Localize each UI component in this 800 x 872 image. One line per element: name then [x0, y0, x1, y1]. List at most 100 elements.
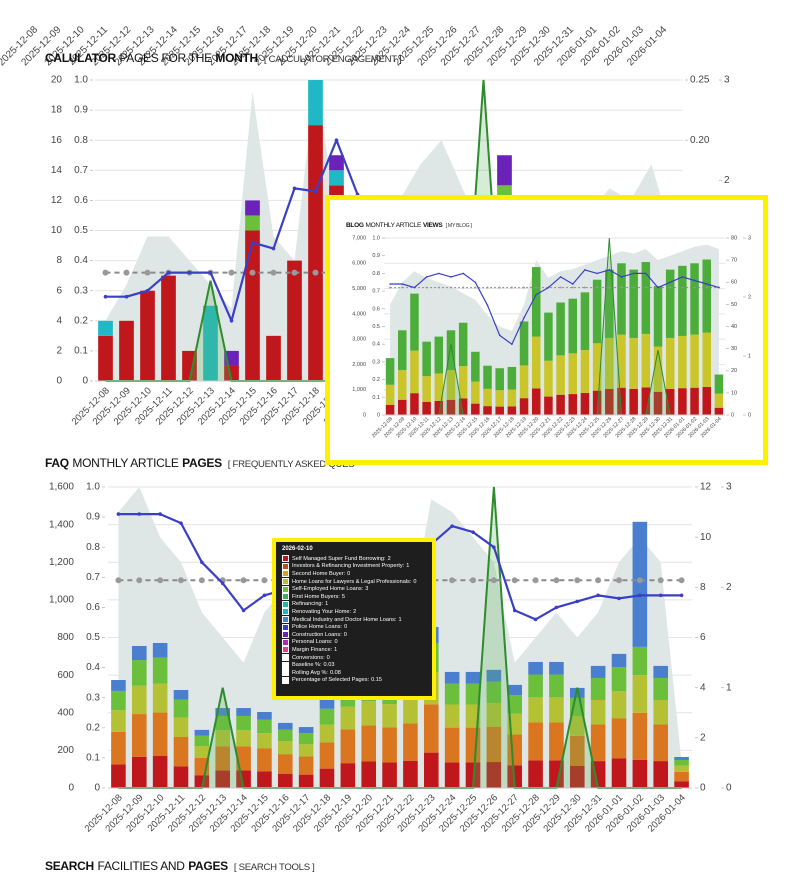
y2-tick-label: 0.9	[74, 105, 88, 116]
y3-tick-label: 10	[700, 532, 712, 543]
bar-segment	[446, 399, 456, 415]
section-title: BLOG MONTHLY ARTICLE VIEWS[ MY BLOG ]	[346, 222, 473, 229]
bar-segment	[298, 756, 314, 775]
bar-segment	[277, 741, 293, 755]
y-tick-label: 0	[68, 783, 74, 794]
bar-segment	[98, 335, 113, 381]
bar-segment	[152, 712, 168, 757]
tooltip-row: Renovating Your Home: 2	[282, 608, 429, 616]
y2-tick-label: 0.4	[372, 342, 380, 348]
tooltip-row: Self Managed Super Fund Borrowing: 2	[282, 555, 429, 563]
bar-segment	[277, 773, 293, 788]
bar-segment	[277, 729, 293, 742]
bar-segment	[702, 259, 711, 333]
bar-segment	[173, 689, 189, 700]
y2-tick-label: 0.3	[86, 692, 100, 703]
y4-tick-label: 1	[748, 353, 751, 359]
bar-segment	[131, 714, 147, 757]
title-part: MONTHLY ARTICLE	[72, 456, 178, 470]
baseline-dot	[510, 286, 513, 289]
bar-segment	[422, 401, 431, 415]
tooltip-value: 0	[347, 570, 351, 577]
bar-segment	[611, 667, 627, 692]
rolling-dot	[103, 294, 108, 299]
rolling-dot	[658, 593, 663, 598]
y3-tick-label: 10	[731, 390, 737, 396]
bar-segment	[690, 263, 699, 335]
y2-tick-label: 0.2	[74, 315, 88, 326]
baseline-dot	[401, 286, 404, 289]
baseline-dot	[669, 286, 672, 289]
y-tick-label: 18	[51, 105, 63, 116]
bar-segment	[580, 349, 590, 393]
baseline-dot	[523, 286, 526, 289]
tooltip-value: 0	[413, 578, 417, 585]
bar-segment	[471, 381, 480, 404]
bar-segment	[131, 645, 147, 661]
tooltip-label: Margin Finance:	[292, 646, 333, 653]
bar-segment	[590, 665, 606, 678]
baseline-dot	[620, 286, 623, 289]
bar-segment	[308, 125, 323, 382]
rolling-dot	[450, 276, 452, 278]
y-tick-label: 1,600	[49, 482, 74, 493]
bar-segment	[528, 674, 543, 698]
bar-segment	[245, 215, 260, 231]
bar-segment	[298, 774, 314, 788]
tooltip-label: Investors & Refinancing Investment Prope…	[292, 563, 405, 570]
rolling-dot	[657, 286, 659, 289]
y-tick-label: 1,000	[352, 387, 366, 393]
bar-segment	[641, 387, 651, 415]
bar-segment	[173, 717, 189, 738]
bar-segment	[653, 391, 663, 415]
y2-tick-label: 0	[377, 412, 380, 418]
title-part: PAGES FOR THE	[119, 51, 212, 65]
tooltip-label: Baseline %:	[292, 662, 322, 669]
baseline-dot	[462, 286, 465, 289]
tooltip-value: 1	[325, 601, 329, 608]
rolling-dot	[401, 283, 404, 285]
bar-segment	[236, 715, 251, 731]
bar-segment	[617, 263, 626, 335]
tooltip-row: Second Home Buyer: 0	[282, 570, 429, 578]
bar-segment	[483, 406, 492, 415]
tooltip-swatch	[282, 623, 289, 631]
y3-tick-label: 8	[700, 582, 706, 593]
y2-tick-label: 0.8	[372, 271, 380, 277]
y2-tick-label: 0.8	[86, 542, 100, 553]
tooltip-row: First Home Buyers: 5	[282, 593, 429, 601]
bar-segment	[215, 770, 231, 788]
baseline-dot	[574, 577, 581, 584]
rolling-dot	[166, 270, 171, 275]
tooltip-row: Rolling Avg %: 0.08	[282, 669, 429, 677]
bar-segment	[161, 275, 176, 381]
y2-tick-label: 0.9	[86, 512, 100, 523]
baseline-dot	[102, 269, 109, 276]
baseline-dot	[678, 577, 685, 584]
y-tick-label: 20	[51, 75, 63, 86]
bar-segment	[611, 691, 627, 719]
bar-segment	[173, 737, 189, 767]
rolling-dot	[137, 512, 142, 516]
bar-segment	[544, 312, 553, 361]
bar-segment	[245, 200, 260, 216]
baseline-dot	[437, 286, 440, 289]
bar-segment	[528, 697, 543, 723]
tooltip-label: Rolling Avg %:	[292, 669, 328, 676]
rolling-dot	[617, 596, 621, 601]
bar-segment	[382, 727, 397, 763]
baseline-dot	[632, 286, 635, 289]
bar-segment	[590, 724, 606, 762]
baseline-dot	[595, 577, 602, 584]
y-tick-label: 2,000	[352, 362, 366, 368]
bar-segment	[194, 735, 210, 747]
bar-segment	[403, 698, 418, 724]
bar-segment	[653, 761, 669, 788]
rolling-dot	[124, 294, 129, 299]
bar-segment	[641, 262, 651, 334]
y-tick-label: 200	[57, 745, 74, 756]
tooltip-label: Medical Industry and Doctor Home Loans:	[292, 616, 397, 623]
bar-segment	[98, 320, 113, 336]
bar-segment	[674, 771, 689, 782]
